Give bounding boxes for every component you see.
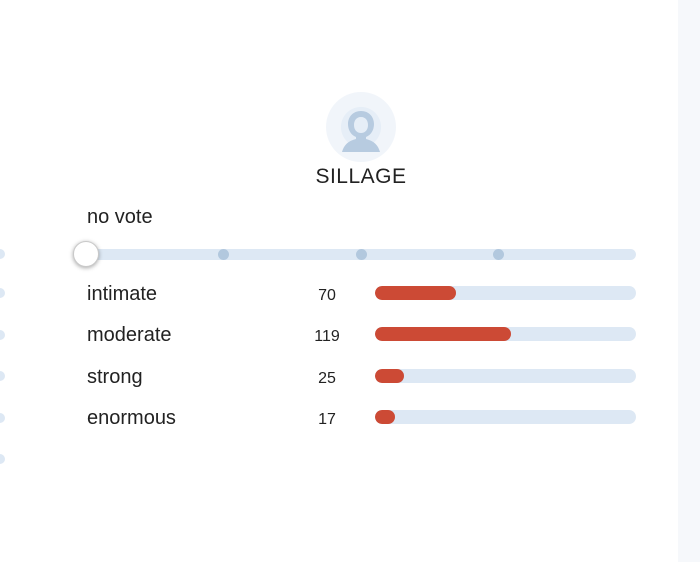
rating-bar-track [375, 410, 636, 424]
vote-slider-handle[interactable] [73, 241, 99, 267]
rating-count: 70 [318, 287, 336, 304]
rating-bar-track [375, 286, 636, 300]
rating-label: enormous [87, 407, 176, 429]
section-title: SILLAGE [315, 165, 407, 188]
rating-bar-fill [375, 369, 404, 383]
rating-count: 119 [314, 328, 340, 345]
user-silhouette-icon [342, 111, 380, 152]
rating-row-intimate: intimate 70 [87, 282, 636, 310]
left-edge-dot [0, 249, 5, 259]
left-edge-dot [0, 371, 5, 381]
avatar [326, 92, 396, 162]
rating-bar-track [375, 369, 636, 383]
rating-label: strong [87, 366, 143, 388]
rating-label: intimate [87, 283, 158, 305]
rating-bar-fill [375, 410, 395, 424]
rating-row-strong: strong 25 [87, 365, 636, 393]
rating-count: 17 [318, 411, 336, 428]
vote-step-dot[interactable] [356, 249, 367, 260]
rating-bar-fill [375, 327, 511, 341]
left-edge-dot [0, 330, 5, 340]
rating-row-moderate: moderate 119 [87, 323, 636, 351]
sillage-panel: SILLAGE no vote intimate 70 moderate 119… [0, 92, 636, 464]
rating-row-enormous: enormous 17 [87, 406, 636, 434]
left-edge-dot [0, 454, 5, 464]
scroll-gutter [678, 0, 700, 562]
vote-step-dot[interactable] [493, 249, 504, 260]
rating-label: moderate [87, 324, 172, 346]
left-edge-dot [0, 288, 5, 298]
left-edge-dot [0, 413, 5, 423]
rating-bar-fill [375, 286, 456, 300]
vote-slider[interactable] [73, 241, 636, 267]
vote-status-label: no vote [87, 206, 153, 228]
vote-step-dot[interactable] [218, 249, 229, 260]
rating-count: 25 [318, 370, 336, 387]
rating-bar-track [375, 327, 636, 341]
